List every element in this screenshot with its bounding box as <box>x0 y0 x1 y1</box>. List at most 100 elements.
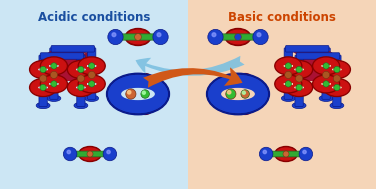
Circle shape <box>241 90 249 98</box>
Circle shape <box>127 91 131 94</box>
Ellipse shape <box>133 76 157 112</box>
FancyBboxPatch shape <box>295 55 303 106</box>
FancyBboxPatch shape <box>77 55 85 106</box>
Ellipse shape <box>132 74 159 114</box>
Ellipse shape <box>222 89 254 99</box>
Ellipse shape <box>106 73 170 115</box>
FancyArrowPatch shape <box>143 67 243 88</box>
Circle shape <box>50 71 58 78</box>
Ellipse shape <box>287 62 311 77</box>
FancyBboxPatch shape <box>73 151 108 157</box>
Circle shape <box>296 84 302 91</box>
Polygon shape <box>81 49 92 81</box>
FancyBboxPatch shape <box>284 48 293 99</box>
Circle shape <box>334 84 340 91</box>
Circle shape <box>296 75 303 82</box>
Ellipse shape <box>222 89 254 99</box>
Circle shape <box>303 150 306 154</box>
Text: Acidic conditions: Acidic conditions <box>38 11 150 24</box>
Ellipse shape <box>78 57 105 75</box>
Circle shape <box>112 33 116 37</box>
Circle shape <box>323 63 329 69</box>
Circle shape <box>257 33 261 37</box>
Ellipse shape <box>206 73 270 115</box>
Ellipse shape <box>276 76 300 91</box>
Polygon shape <box>43 49 92 56</box>
Ellipse shape <box>275 75 302 93</box>
Ellipse shape <box>40 57 67 75</box>
FancyBboxPatch shape <box>218 34 258 40</box>
Ellipse shape <box>232 74 259 114</box>
FancyBboxPatch shape <box>88 48 96 99</box>
Circle shape <box>285 63 291 69</box>
Circle shape <box>285 71 292 78</box>
Circle shape <box>285 81 291 87</box>
Ellipse shape <box>109 76 167 112</box>
Circle shape <box>323 71 330 78</box>
FancyBboxPatch shape <box>50 48 58 99</box>
Circle shape <box>40 66 46 73</box>
Ellipse shape <box>125 29 151 46</box>
Ellipse shape <box>30 78 57 97</box>
Circle shape <box>39 75 47 82</box>
Ellipse shape <box>275 146 297 161</box>
Circle shape <box>103 147 117 161</box>
Ellipse shape <box>314 58 338 74</box>
Ellipse shape <box>80 58 104 74</box>
Ellipse shape <box>233 76 257 112</box>
Ellipse shape <box>292 102 306 109</box>
FancyBboxPatch shape <box>51 46 94 52</box>
Ellipse shape <box>31 62 55 77</box>
Ellipse shape <box>80 76 104 91</box>
Ellipse shape <box>330 102 344 109</box>
Circle shape <box>51 63 57 69</box>
Ellipse shape <box>325 62 349 77</box>
Ellipse shape <box>323 78 350 97</box>
FancyBboxPatch shape <box>188 0 376 189</box>
Ellipse shape <box>122 89 154 99</box>
Circle shape <box>64 147 77 161</box>
FancyBboxPatch shape <box>333 55 341 106</box>
Ellipse shape <box>225 29 251 46</box>
Ellipse shape <box>275 57 302 75</box>
Ellipse shape <box>42 76 66 91</box>
Ellipse shape <box>80 148 100 160</box>
Circle shape <box>157 33 161 37</box>
FancyBboxPatch shape <box>322 48 330 99</box>
Circle shape <box>77 75 85 82</box>
Ellipse shape <box>286 78 312 97</box>
Ellipse shape <box>85 95 99 101</box>
Ellipse shape <box>109 76 167 112</box>
Circle shape <box>283 151 289 157</box>
Circle shape <box>235 34 241 40</box>
Circle shape <box>51 81 57 87</box>
Ellipse shape <box>127 30 149 44</box>
Ellipse shape <box>69 80 93 95</box>
Ellipse shape <box>325 80 349 95</box>
Ellipse shape <box>312 57 340 75</box>
Circle shape <box>323 81 329 87</box>
Circle shape <box>67 150 70 154</box>
Ellipse shape <box>209 76 267 112</box>
Circle shape <box>89 63 95 69</box>
Ellipse shape <box>209 76 267 112</box>
FancyBboxPatch shape <box>40 53 84 59</box>
Circle shape <box>107 150 110 154</box>
Circle shape <box>296 66 302 73</box>
Polygon shape <box>326 49 337 81</box>
Circle shape <box>333 75 341 82</box>
Circle shape <box>141 90 149 98</box>
Ellipse shape <box>286 60 312 78</box>
FancyBboxPatch shape <box>0 0 188 189</box>
Circle shape <box>212 33 216 37</box>
Ellipse shape <box>47 95 61 101</box>
Circle shape <box>87 151 93 157</box>
FancyBboxPatch shape <box>268 151 303 157</box>
Circle shape <box>40 84 46 91</box>
Ellipse shape <box>276 148 296 160</box>
Circle shape <box>78 66 84 73</box>
Ellipse shape <box>78 75 105 93</box>
Ellipse shape <box>30 60 57 78</box>
Circle shape <box>135 34 141 40</box>
Ellipse shape <box>69 62 93 77</box>
